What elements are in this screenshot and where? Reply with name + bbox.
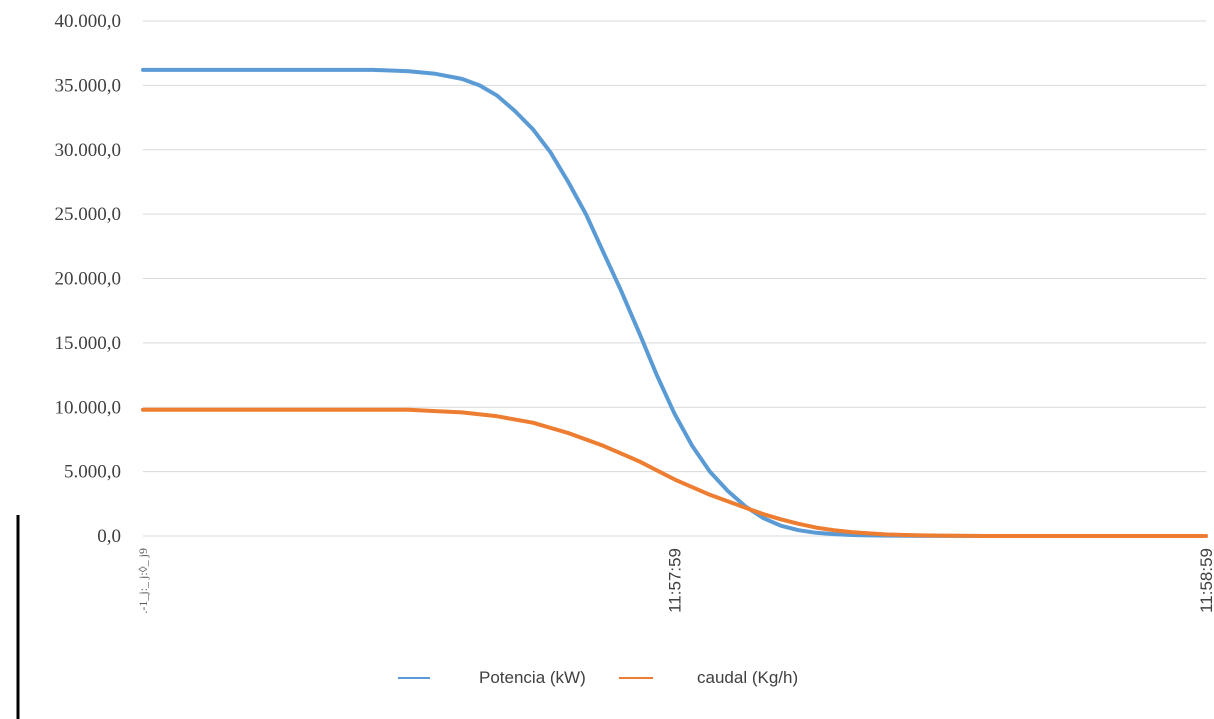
x-tick-label: .-1_j:_ j:◊_ j9 [136,548,150,614]
series-line-1 [141,407,1208,538]
legend-label-potencia: Potencia (kW) [479,668,586,687]
y-tick-label: 25.000,0 [55,204,122,225]
x-tick-label: 11:57:59 [666,548,685,613]
y-tick-label: 20.000,0 [55,269,122,290]
series-lines [141,67,1208,538]
legend-label-caudal: caudal (Kg/h) [697,668,798,687]
y-tick-label: 15.000,0 [55,333,122,354]
y-tick-label: 0,0 [97,526,121,547]
y-tick-label: 35.000,0 [55,75,122,96]
y-axis: 0,0 5.000,0 10.000,0 15.000,0 20.000,0 25.000… [55,11,122,547]
legend: Potencia (kW) caudal (Kg/h) [398,668,798,687]
y-tick-label: 10.000,0 [55,397,122,418]
y-tick-label: 5.000,0 [64,462,121,483]
x-tick-label: 11:58:59 [1197,548,1214,613]
grid-lines [143,20,1206,473]
y-tick-label: 30.000,0 [55,140,122,161]
y-tick-label: 40.000,0 [55,11,122,32]
